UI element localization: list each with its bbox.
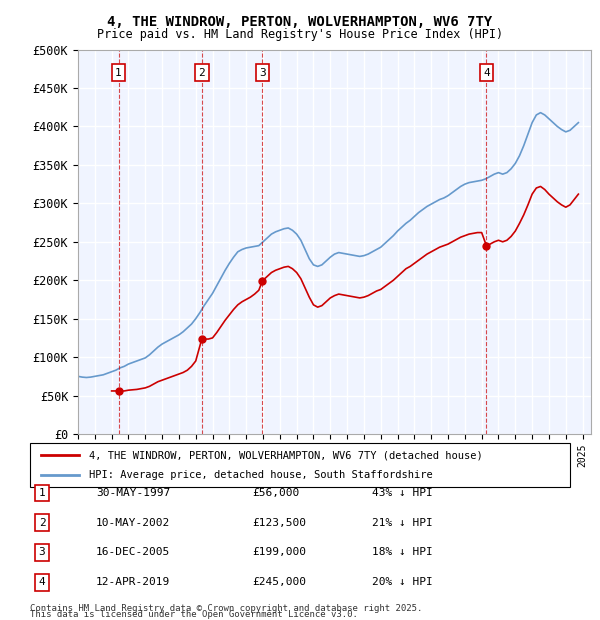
Text: 3: 3: [259, 68, 266, 78]
Text: 30-MAY-1997: 30-MAY-1997: [96, 488, 170, 498]
Text: This data is licensed under the Open Government Licence v3.0.: This data is licensed under the Open Gov…: [30, 609, 358, 619]
Text: 12-APR-2019: 12-APR-2019: [96, 577, 170, 587]
Text: 1: 1: [115, 68, 122, 78]
Text: 3: 3: [38, 547, 46, 557]
Text: £56,000: £56,000: [252, 488, 299, 498]
Text: 16-DEC-2005: 16-DEC-2005: [96, 547, 170, 557]
Text: Contains HM Land Registry data © Crown copyright and database right 2025.: Contains HM Land Registry data © Crown c…: [30, 603, 422, 613]
Text: 4, THE WINDROW, PERTON, WOLVERHAMPTON, WV6 7TY: 4, THE WINDROW, PERTON, WOLVERHAMPTON, W…: [107, 16, 493, 30]
Text: 1: 1: [38, 488, 46, 498]
Text: 43% ↓ HPI: 43% ↓ HPI: [372, 488, 433, 498]
Text: £245,000: £245,000: [252, 577, 306, 587]
FancyBboxPatch shape: [30, 443, 570, 487]
Text: £123,500: £123,500: [252, 518, 306, 528]
Text: 10-MAY-2002: 10-MAY-2002: [96, 518, 170, 528]
Text: 2: 2: [199, 68, 205, 78]
Text: 20% ↓ HPI: 20% ↓ HPI: [372, 577, 433, 587]
Text: £199,000: £199,000: [252, 547, 306, 557]
Text: Price paid vs. HM Land Registry's House Price Index (HPI): Price paid vs. HM Land Registry's House …: [97, 28, 503, 41]
Text: 2: 2: [38, 518, 46, 528]
Text: 18% ↓ HPI: 18% ↓ HPI: [372, 547, 433, 557]
Text: 4, THE WINDROW, PERTON, WOLVERHAMPTON, WV6 7TY (detached house): 4, THE WINDROW, PERTON, WOLVERHAMPTON, W…: [89, 451, 483, 461]
Text: HPI: Average price, detached house, South Staffordshire: HPI: Average price, detached house, Sout…: [89, 469, 433, 479]
Text: 4: 4: [483, 68, 490, 78]
Text: 4: 4: [38, 577, 46, 587]
Text: 21% ↓ HPI: 21% ↓ HPI: [372, 518, 433, 528]
